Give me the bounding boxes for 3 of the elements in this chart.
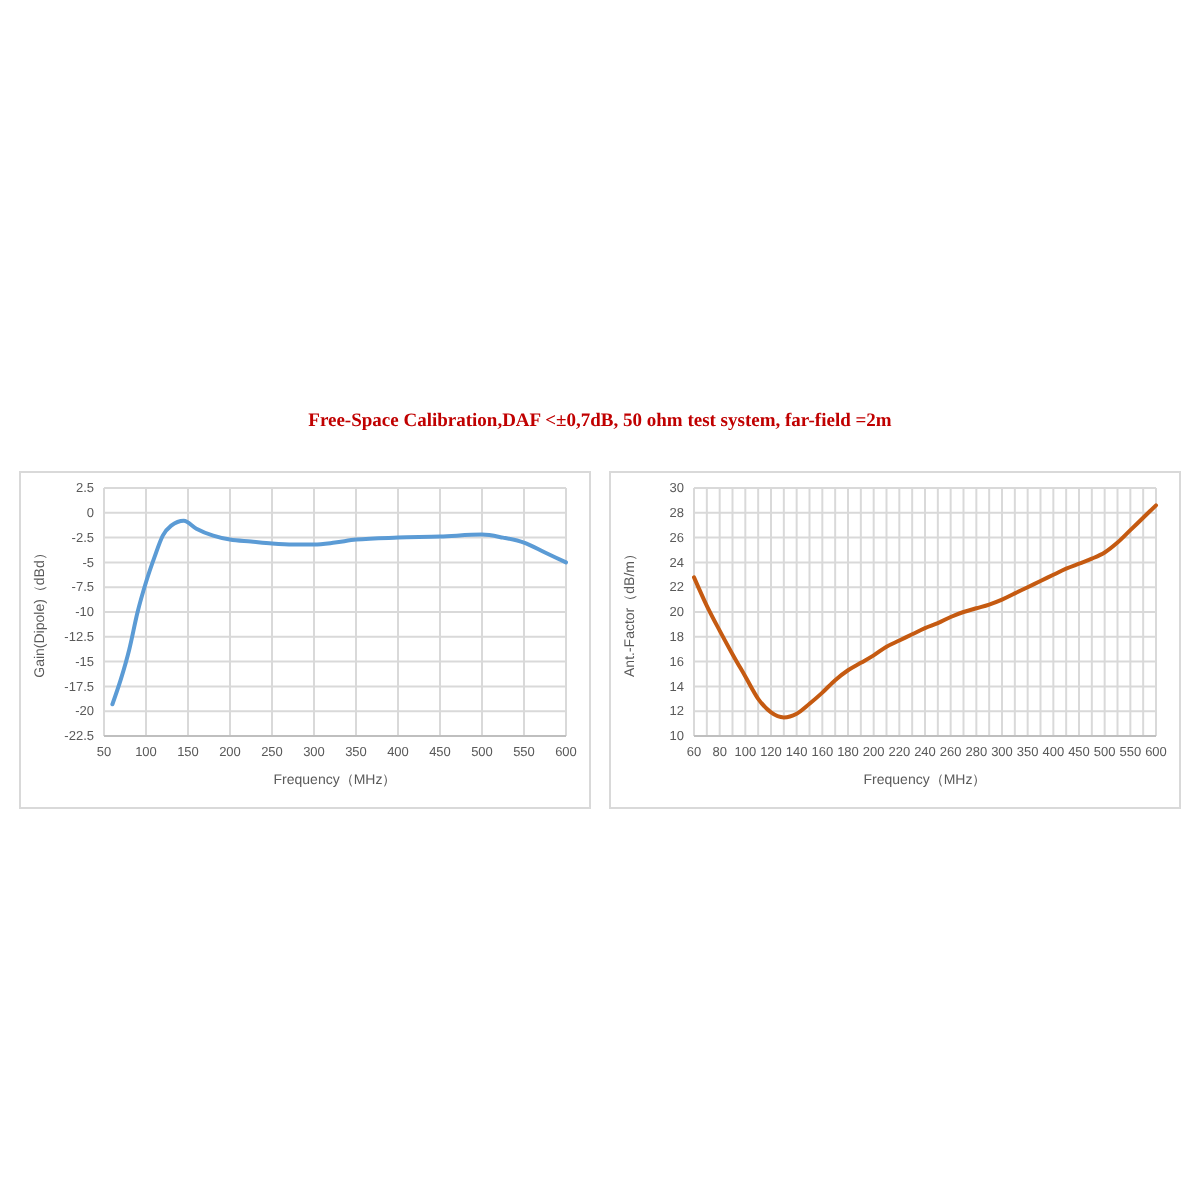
- line-series: [110, 518, 568, 707]
- chart-title: Free-Space Calibration,DAF <±0,7dB, 50 ohm test system, far-field =2m: [308, 412, 892, 432]
- line-series: [692, 503, 1158, 720]
